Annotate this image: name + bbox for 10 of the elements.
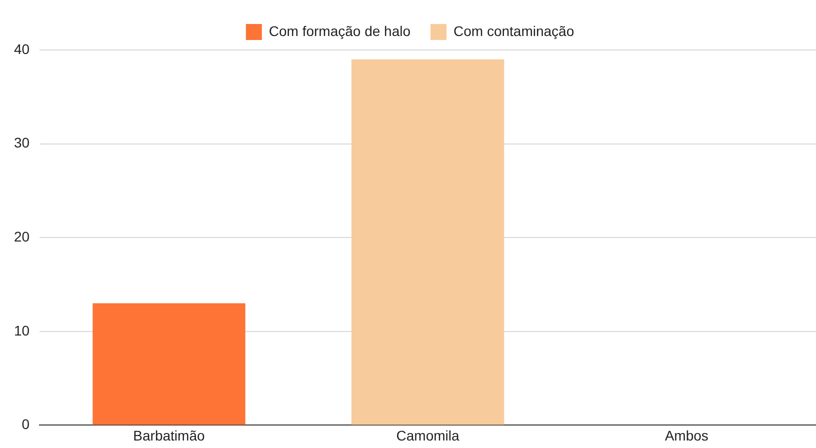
legend-label: Com contaminação [454, 22, 574, 39]
x-tick-label: Ambos [664, 427, 708, 444]
y-tick-label: 0 [22, 416, 30, 432]
y-tick-label: 30 [14, 134, 30, 151]
y-tick-label: 40 [14, 40, 30, 57]
legend-label: Com formação de halo [268, 22, 411, 39]
x-tick-label: Barbatimão [133, 427, 205, 444]
x-tick-label: Camomila [396, 427, 460, 444]
y-tick-label: 10 [14, 322, 30, 338]
y-tick-label: 20 [14, 228, 30, 244]
